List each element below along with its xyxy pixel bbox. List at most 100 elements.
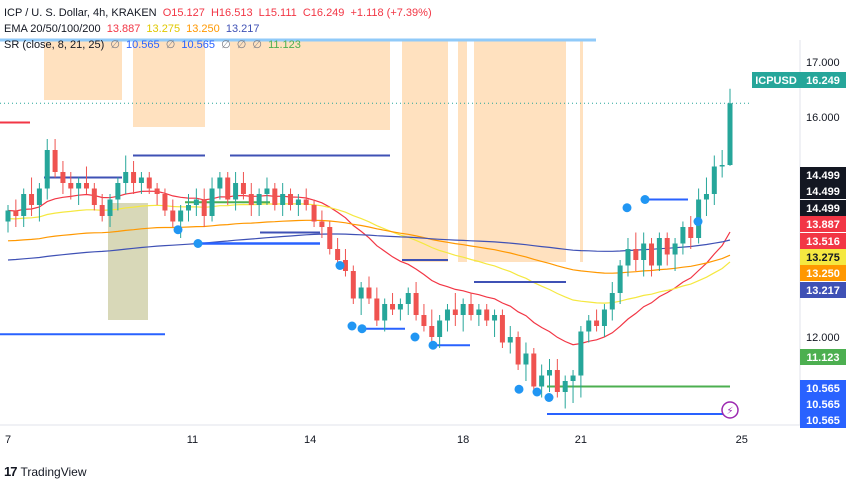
candle-body: [44, 150, 50, 189]
legend-symbol-row: ICP / U. S. Dollar, 4h, KRAKEN O15.127 H…: [4, 6, 435, 20]
candle-body: [99, 205, 105, 216]
candle-body: [499, 315, 505, 343]
sr-dot-9: [544, 393, 554, 402]
price-tag-value: 14.499: [806, 203, 840, 215]
candle-body: [91, 188, 97, 205]
price-tag-symbol-text: ICPUSD: [755, 75, 797, 87]
sr-dot-7: [514, 384, 524, 394]
candle-body: [531, 353, 537, 387]
price-tag-value: 14.499: [806, 170, 840, 182]
x-tick-label: 7: [5, 434, 11, 446]
candle-body: [217, 177, 223, 189]
price-tag: [800, 72, 846, 88]
candle-body: [492, 315, 498, 321]
price-tag: [800, 265, 846, 281]
candle-body: [390, 304, 396, 310]
sr-value-2: 10.565: [181, 39, 216, 51]
candle-body: [672, 243, 678, 255]
candle-body: [319, 221, 325, 227]
candle-body: [570, 375, 576, 381]
candle-body: [452, 309, 458, 315]
candle-body: [13, 210, 19, 216]
candle-body: [429, 326, 435, 337]
candle-body: [178, 210, 184, 222]
candle-body: [421, 315, 427, 326]
sr-dot-11: [640, 195, 650, 204]
resistance-zone-2: [230, 40, 390, 130]
candle-body: [586, 320, 592, 332]
candle-body: [594, 320, 600, 326]
candle-body: [641, 243, 647, 260]
price-tag-value: 14.499: [806, 186, 840, 198]
sr-blank-3: ∅: [221, 39, 231, 51]
lightning-badge-icon: [721, 401, 739, 419]
ema20-value: 13.887: [106, 23, 141, 35]
candle-body: [719, 165, 725, 167]
candle-body: [444, 309, 450, 321]
candle-body: [539, 375, 545, 387]
x-tick-label: 18: [457, 434, 469, 446]
candle-body: [366, 287, 372, 299]
candle-body: [476, 309, 482, 315]
support-zone: [108, 203, 148, 320]
price-tag: [800, 167, 846, 183]
sr-dot-2: [335, 261, 345, 270]
candle-body: [21, 194, 27, 216]
candle-body: [311, 205, 317, 222]
candle-body: [29, 194, 35, 205]
x-tick-label: 25: [736, 434, 748, 446]
candle-body: [193, 199, 199, 205]
candle-body: [131, 172, 137, 183]
price-tag: [800, 183, 846, 199]
candle-body: [256, 194, 262, 205]
candle-body: [342, 260, 348, 271]
candle-body: [703, 194, 709, 200]
candle-body: [649, 243, 655, 266]
price-tag-value: 13.516: [806, 236, 840, 248]
candle-body: [264, 188, 270, 194]
sr-blank-5: ∅: [252, 39, 262, 51]
ema50-value: 13.275: [146, 23, 181, 35]
candle-body: [327, 227, 333, 249]
sr-dot-4: [357, 324, 367, 334]
candle-body: [601, 309, 607, 326]
ohlc-change: +1.118 (+7.39%): [350, 7, 432, 19]
candle-body: [460, 304, 466, 315]
y-tick-label: 16.000: [806, 112, 840, 124]
ema-line-200: [7, 233, 731, 261]
ema100-value: 13.250: [186, 23, 220, 35]
sr-dot-0: [173, 225, 183, 235]
candle-body: [209, 188, 215, 216]
sr-dot-6: [428, 340, 438, 350]
ema-label: EMA 20/50/100/200: [4, 23, 101, 35]
candle-body: [515, 337, 521, 365]
resistance-zone-3: [402, 40, 448, 262]
candle-body: [280, 194, 286, 205]
y-tick-label: 17.000: [806, 57, 840, 69]
candle-body: [123, 172, 129, 183]
sr-dot-1: [193, 239, 203, 248]
candle-body: [633, 249, 639, 260]
candle-body: [468, 304, 474, 315]
candle-body: [146, 177, 152, 189]
x-tick-label: 21: [575, 434, 587, 446]
candle-body: [76, 183, 82, 189]
candle-body: [625, 249, 631, 266]
candle-body: [240, 183, 246, 194]
candle-body: [138, 177, 144, 183]
lightning-glyph: ⚡: [726, 406, 733, 417]
candle-body: [727, 103, 733, 166]
candle-body: [335, 249, 341, 260]
candle-body: [295, 199, 301, 205]
candle-body: [115, 183, 121, 200]
resistance-zone-6: [580, 40, 583, 262]
candle-body: [233, 183, 239, 200]
resistance-zone-0: [44, 40, 122, 100]
ohlc-low: L15.111: [258, 7, 297, 19]
candle-body: [405, 293, 411, 304]
candle-body: [288, 194, 294, 205]
price-tag-value: 13.217: [806, 285, 840, 297]
resistance-zone-4: [458, 40, 467, 262]
sr-dot-3: [347, 321, 357, 331]
